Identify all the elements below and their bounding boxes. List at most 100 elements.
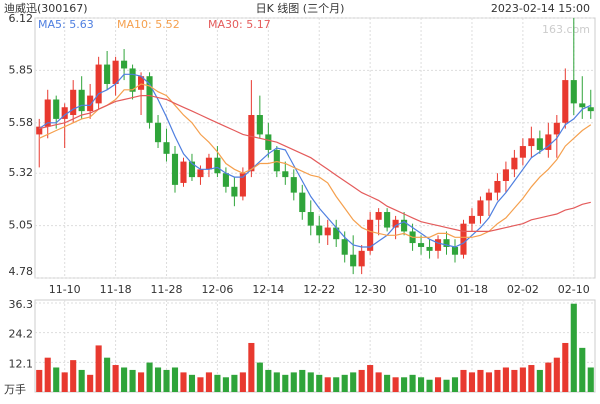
candle-body	[265, 134, 272, 150]
volume-bar	[70, 360, 77, 392]
candle-body	[188, 161, 196, 178]
x-tick-label: 01-18	[456, 283, 488, 296]
volume-bar	[350, 372, 357, 392]
candle-body	[163, 142, 170, 154]
volume-bar	[333, 377, 340, 392]
candle-body	[553, 122, 560, 135]
candle-body	[180, 161, 187, 183]
timestamp: 2023-02-14 15:00	[491, 2, 590, 15]
volume-bar	[87, 374, 94, 392]
candle-body	[511, 157, 518, 170]
volume-bar	[222, 377, 229, 392]
volume-bar	[553, 357, 560, 392]
candle-body	[460, 223, 467, 255]
volume-bar	[434, 377, 442, 392]
volume-bar	[61, 372, 68, 392]
candle-body	[53, 99, 60, 119]
candle-body	[36, 126, 43, 135]
candle-body	[138, 76, 145, 90]
candle-body	[418, 243, 425, 247]
candle-body	[401, 219, 408, 232]
candle-body	[536, 138, 543, 150]
candle-body	[350, 254, 357, 267]
volume-bar	[197, 377, 204, 392]
candle-body	[273, 149, 280, 172]
volume-bar	[536, 369, 543, 392]
candle-body	[146, 76, 153, 123]
volume-bar	[121, 367, 128, 392]
y-tick-label: 5.05	[9, 219, 34, 232]
x-tick-label: 02-02	[507, 283, 539, 296]
volume-bar	[265, 369, 272, 392]
volume-bar	[587, 367, 594, 392]
candle-body	[494, 180, 501, 193]
volume-bar	[171, 367, 179, 392]
volume-bar	[290, 372, 297, 392]
volume-unit: 万手	[4, 382, 26, 396]
price-frame	[34, 17, 596, 279]
volume-bar	[273, 372, 280, 392]
candle-body	[239, 173, 246, 197]
y-tick-label: 36.3	[9, 298, 34, 311]
x-tick-label: 11-28	[151, 283, 183, 296]
volume-bar	[460, 369, 467, 392]
candle-body	[426, 246, 433, 251]
ma-line	[38, 83, 592, 238]
volume-bar	[95, 345, 102, 392]
candle-body	[205, 157, 212, 170]
volume-bar	[392, 377, 399, 392]
volume-bar	[231, 374, 238, 392]
volume-bar	[545, 362, 552, 392]
candle-body	[570, 80, 577, 104]
volume-bar	[316, 374, 323, 392]
volume-bar	[248, 342, 255, 392]
volume-bar	[214, 374, 221, 392]
candle-body	[70, 89, 77, 116]
candle-body	[222, 173, 229, 187]
legend-label: MA5: 5.63	[38, 18, 94, 31]
volume-bar	[528, 365, 535, 392]
x-tick-label: 11-10	[49, 283, 81, 296]
candle-body	[248, 115, 255, 172]
volume-bar	[146, 362, 153, 392]
x-tick-label: 12-30	[354, 283, 386, 296]
volume-bar	[358, 369, 365, 392]
candle-body	[392, 219, 399, 228]
y-tick-label: 5.85	[9, 63, 34, 76]
volume-bar	[188, 374, 196, 392]
candle-body	[197, 169, 204, 178]
volume-frame	[34, 299, 596, 393]
candle-body	[44, 99, 51, 127]
volume-bar	[78, 369, 85, 392]
volume-bar	[451, 377, 459, 392]
candle-body	[587, 107, 594, 112]
watermark: 163.com	[542, 23, 590, 36]
candle-body	[78, 89, 85, 112]
volume-bar	[282, 374, 289, 392]
candle-body	[307, 212, 314, 226]
volume-bar	[112, 365, 119, 392]
volume-bar	[570, 303, 577, 392]
candle-body	[121, 60, 128, 69]
volume-bar	[138, 372, 145, 392]
volume-bar	[307, 372, 314, 392]
volume-bar	[485, 372, 492, 392]
volume-bar	[256, 362, 263, 392]
candle-body	[214, 157, 221, 174]
candle-body	[367, 219, 374, 251]
y-tick-label: 5.32	[9, 166, 34, 179]
volume-bar	[239, 372, 246, 392]
volume-bar	[579, 347, 586, 392]
volume-bar	[468, 372, 476, 392]
x-tick-label: 12-14	[252, 283, 284, 296]
candle-body	[502, 169, 509, 181]
volume-bar	[375, 372, 382, 392]
legend-label: MA30: 5.17	[208, 18, 271, 31]
candle-body	[282, 171, 289, 178]
candle-body	[231, 186, 238, 197]
candle-body	[333, 227, 340, 240]
stock-name: 迪威迅(300167)	[4, 2, 88, 15]
candle-body	[434, 239, 442, 251]
volume-bar	[384, 374, 391, 392]
